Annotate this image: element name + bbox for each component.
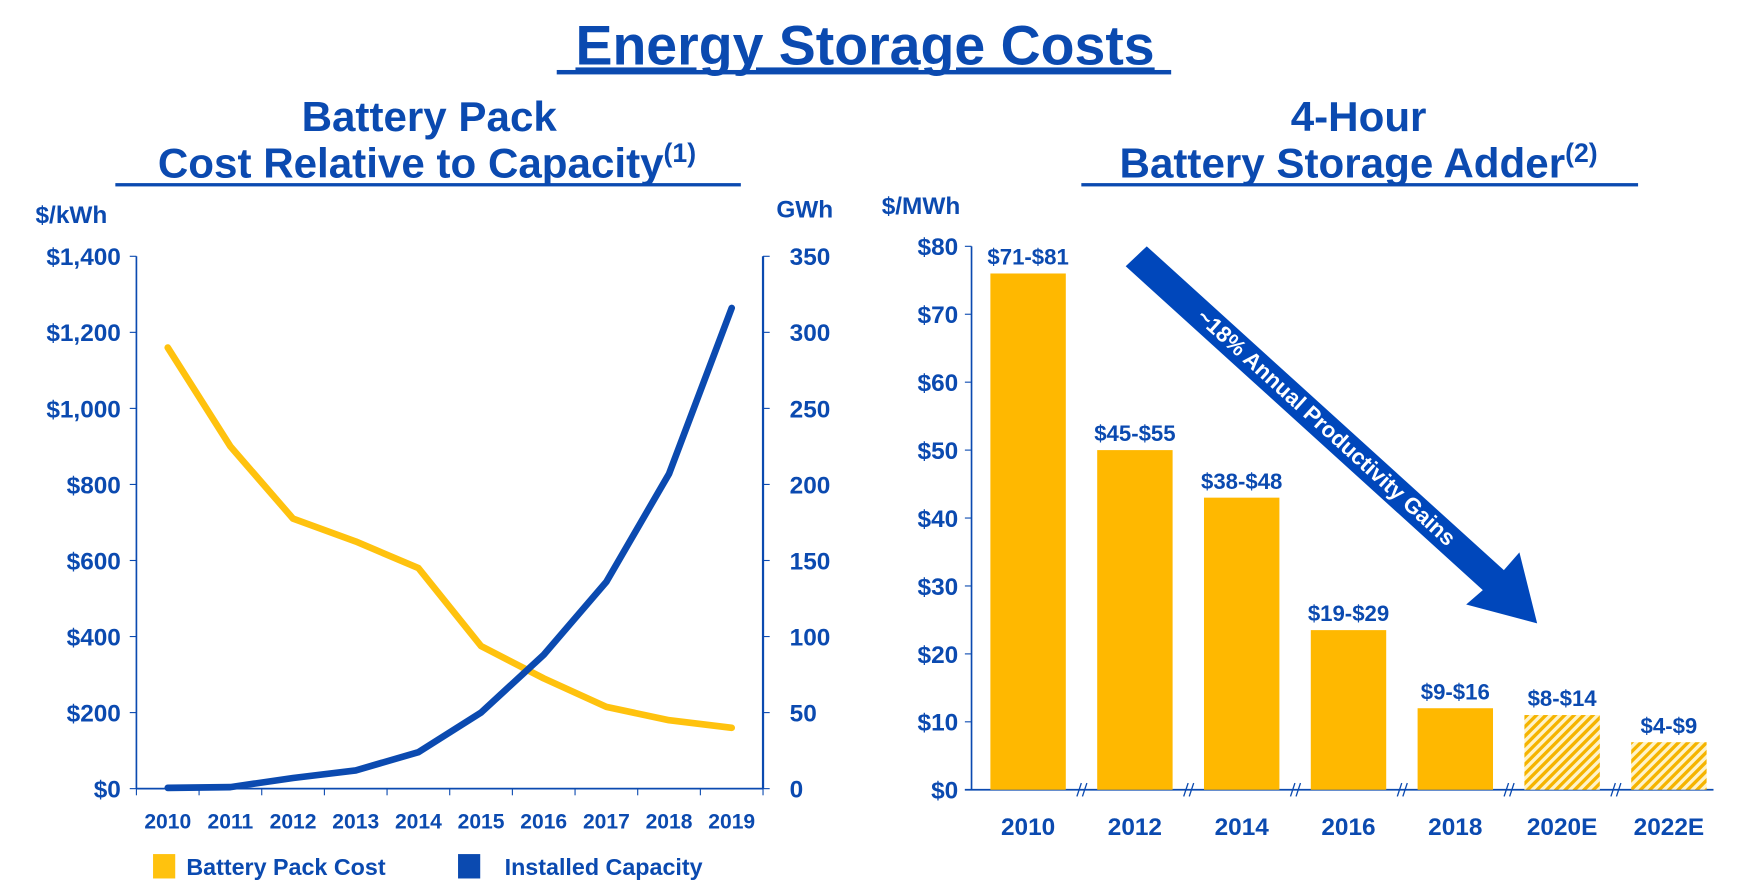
x-tick-label: 2011 [208,811,254,834]
right-y-axis-label: GWh [776,196,833,223]
legend-swatch-battery-pack-cost [153,854,176,879]
bar-y-tick-label: $20 [918,642,959,669]
bar-data-label: $9-$16 [1421,679,1490,704]
bar-y-tick-label: $50 [918,438,959,465]
left-chart-title-1: Battery Pack [302,93,558,140]
bar-data-label: $45-$55 [1094,421,1175,446]
bar-y-tick-label: $40 [918,506,959,533]
bar-data-label: $19-$29 [1308,601,1389,626]
right-y-tick-label: 50 [790,700,817,727]
left-y-tick-label: $1,200 [46,320,121,347]
left-title-underline [115,183,741,187]
right-y-tick-label: 150 [790,548,831,575]
axis-break-icon [1610,782,1622,797]
bar-y-axis-label: $/MWh [882,193,961,220]
bar-2020E [1524,715,1600,790]
legend-swatch-installed-capacity [458,854,481,879]
x-tick-label: 2010 [144,811,191,834]
right-y-tick-label: 250 [790,396,831,423]
left-y-tick-label: $600 [67,548,121,575]
right-chart-title-2: Battery Storage Adder(2) [1120,138,1598,187]
series-line-installed-capacity [164,304,736,792]
bar-category-label: 2010 [1001,814,1055,841]
right-y-tick-label: 300 [790,320,831,347]
left-y-tick-label: $400 [67,624,121,651]
bar-2016 [1310,630,1387,790]
bar-category-label: 2022E [1634,814,1704,841]
right-y-tick-label: 200 [790,472,831,499]
bar-2018 [1417,708,1494,790]
axis-break-icon [1396,782,1408,797]
left-y-axis-label: $/kWh [35,202,107,229]
arrow-down-right-icon [1125,246,1538,624]
x-tick-label: 2013 [332,811,379,834]
legend-label-battery-pack-cost: Battery Pack Cost [186,854,386,880]
bar-category-label: 2012 [1108,814,1162,841]
productivity-arrow: ~18% Annual Productivity Gains [1125,246,1538,624]
bar-2010 [990,273,1066,790]
right-chart-title-2-text: Battery Storage Adder [1120,140,1566,187]
bar-y-tick-label: $80 [918,234,959,261]
series-line-battery-pack-cost [164,344,736,732]
bar-y-tick-label: $0 [931,778,958,805]
page-title: Energy Storage Costs [575,14,1154,76]
right-y-tick-label: 0 [790,777,804,804]
bar-y-tick-label: $60 [918,370,959,397]
left-y-tick-label: $1,400 [46,244,121,271]
legend-label-installed-capacity: Installed Capacity [505,854,703,880]
left-y-tick-label: $800 [67,472,121,499]
bar-y-tick-label: $70 [918,302,959,329]
x-tick-label: 2017 [583,811,630,834]
bar-data-label: $4-$9 [1641,713,1698,738]
right-y-tick-label: 100 [790,624,831,651]
axis-break-icon [1076,782,1088,797]
axis-break-icon [1183,782,1195,797]
x-tick-label: 2014 [395,811,442,834]
x-tick-label: 2019 [708,811,755,834]
bar-category-label: 2014 [1215,814,1270,841]
right-chart-footnote: (2) [1565,138,1598,168]
title-underline [556,69,1172,75]
left-y-tick-label: $1,000 [46,396,121,423]
right-chart-title-1: 4-Hour [1291,93,1427,140]
left-y-tick-label: $200 [67,700,121,727]
bar-data-label: $71-$81 [987,245,1068,270]
axis-break-icon [1503,782,1515,797]
bar-category-label: 2018 [1428,814,1482,841]
bar-data-label: $8-$14 [1528,686,1598,711]
bar-y-tick-label: $10 [918,710,959,737]
left-chart-title-2-text: Cost Relative to Capacity [158,140,664,187]
left-chart-footnote: (1) [664,138,697,168]
bar-2012 [1097,450,1173,790]
x-tick-label: 2018 [646,811,693,834]
x-tick-label: 2016 [520,811,567,834]
bar-category-label: 2016 [1321,814,1375,841]
left-y-tick-label: $0 [94,777,121,804]
right-y-tick-label: 350 [790,244,831,271]
bar-category-label: 2020E [1527,814,1597,841]
bar-y-tick-label: $30 [918,574,959,601]
bar-2022E [1631,742,1707,790]
x-tick-label: 2015 [458,811,505,834]
x-tick-label: 2012 [270,811,317,834]
bar-2014 [1203,497,1280,790]
axis-break-icon [1289,782,1302,797]
bar-data-label: $38-$48 [1201,469,1282,494]
left-chart-title-2: Cost Relative to Capacity(1) [158,138,696,187]
right-title-underline [1081,183,1639,187]
